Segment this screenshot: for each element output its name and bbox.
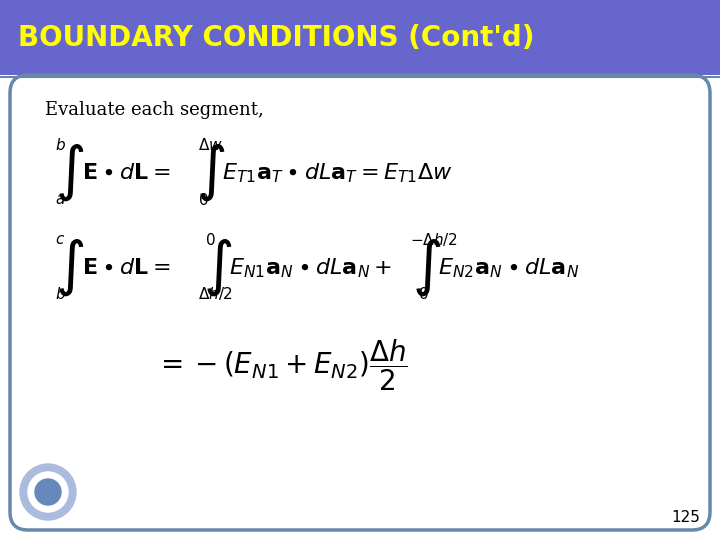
Text: BOUNDARY CONDITIONS (Cont'd): BOUNDARY CONDITIONS (Cont'd) [18,24,534,52]
Text: $E_{T1}\mathbf{a}_T \bullet dL\mathbf{a}_T = E_{T1}\Delta w$: $E_{T1}\mathbf{a}_T \bullet dL\mathbf{a}… [222,161,453,185]
Text: Evaluate each segment,: Evaluate each segment, [45,101,264,119]
Text: $b$: $b$ [55,286,66,302]
Text: $E_{N1}\mathbf{a}_N \bullet dL\mathbf{a}_N +$: $E_{N1}\mathbf{a}_N \bullet dL\mathbf{a}… [229,256,392,280]
Text: $\Delta h/2$: $\Delta h/2$ [198,286,233,302]
Text: $c$: $c$ [55,233,66,247]
Text: $\int$: $\int$ [55,238,84,298]
Text: $0$: $0$ [418,286,428,302]
FancyBboxPatch shape [10,75,710,530]
Text: $b$: $b$ [55,137,66,153]
Text: $\int$: $\int$ [196,143,225,204]
Text: $0$: $0$ [198,192,209,208]
Text: $0$: $0$ [205,232,215,248]
Text: $\Delta w$: $\Delta w$ [198,137,223,153]
Text: $\mathbf{E} \bullet d\mathbf{L} =$: $\mathbf{E} \bullet d\mathbf{L} =$ [82,162,171,184]
Circle shape [28,472,68,512]
Text: $= -\left(E_{N1} + E_{N2}\right)\dfrac{\Delta h}{2}$: $= -\left(E_{N1} + E_{N2}\right)\dfrac{\… [155,337,408,393]
Text: $\int$: $\int$ [412,238,441,298]
Text: $\int$: $\int$ [55,143,84,204]
FancyBboxPatch shape [0,0,720,75]
Circle shape [20,464,76,520]
Circle shape [35,479,61,505]
Text: $\int$: $\int$ [203,238,233,298]
Text: $a$: $a$ [55,192,66,207]
Text: 125: 125 [671,510,700,525]
Text: $-\Delta h/2$: $-\Delta h/2$ [410,232,458,248]
Text: $E_{N2}\mathbf{a}_N \bullet dL\mathbf{a}_N$: $E_{N2}\mathbf{a}_N \bullet dL\mathbf{a}… [438,256,579,280]
Text: $\mathbf{E} \bullet d\mathbf{L} =$: $\mathbf{E} \bullet d\mathbf{L} =$ [82,257,171,279]
